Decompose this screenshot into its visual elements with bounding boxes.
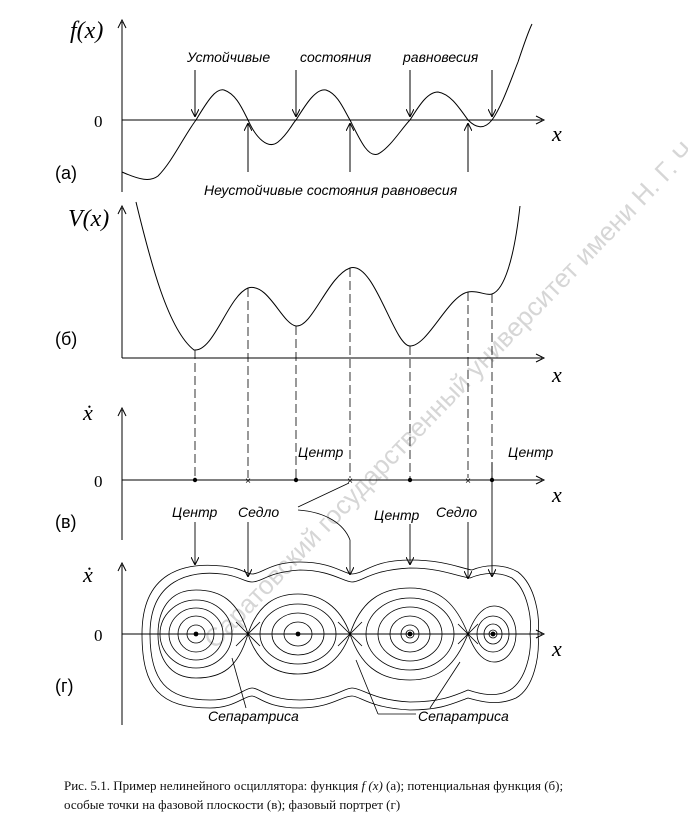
separatrix-label-1: Сепаратриса xyxy=(208,708,299,724)
panel-b-xlabel: x xyxy=(551,362,562,387)
well-1-orbit-2 xyxy=(168,607,224,661)
center-point-1 xyxy=(192,477,198,483)
panel-g-ylabel: ẋ xyxy=(82,562,93,587)
stable-label-word-3: равновесия xyxy=(402,49,479,65)
panel-v-xlabel: x xyxy=(551,482,562,507)
center-point-2 xyxy=(293,477,299,483)
saddle-label-1: Седло xyxy=(238,504,279,520)
saddle-pointer xyxy=(297,482,350,508)
phase-center-3 xyxy=(407,631,413,637)
well-4-orbit-3 xyxy=(488,629,498,639)
guide-lines xyxy=(194,268,493,478)
panel-g: ẋ 0 x (г) xyxy=(55,559,562,725)
saddle-cross-2 xyxy=(337,621,363,647)
well-2-orbit-1 xyxy=(259,603,337,665)
separatrix-loop xyxy=(157,587,517,681)
well-4-orbit-2 xyxy=(483,623,503,645)
well-3-orbit-1 xyxy=(365,597,455,671)
center-label-top-2: Центр xyxy=(508,444,553,460)
panel-b: V(x) x (б) xyxy=(55,201,562,387)
v-curve xyxy=(135,201,521,351)
saddle-cross-1 xyxy=(235,621,261,647)
stable-label-word-1: Устойчивые xyxy=(186,49,270,65)
caption-fx: f (x) xyxy=(361,778,383,793)
figure-caption: Рис. 5.1. Пример нелинейного осциллятора… xyxy=(64,776,664,814)
well-1-orbit-4 xyxy=(186,624,206,644)
well-2-orbit-2 xyxy=(271,612,325,656)
panel-v-to-g-arrows xyxy=(195,462,492,578)
center-label-bottom-1: Центр xyxy=(172,504,217,520)
saddle-cross-3 xyxy=(457,623,479,645)
well-3-orbit-2 xyxy=(377,606,443,662)
caption-suffix: (а); потенциальная функция (б); xyxy=(386,778,564,793)
svg-text:Саратовский государственный ун: Саратовский государственный университет … xyxy=(198,11,688,654)
oscillator-figure: Саратовский государственный университет … xyxy=(55,11,688,725)
saddle-pointer-down xyxy=(297,509,350,574)
panel-g-xlabel: x xyxy=(551,636,562,661)
phase-center-2 xyxy=(295,631,301,637)
watermark: Саратовский государственный университет … xyxy=(198,11,688,654)
well-1-orbit-3 xyxy=(177,615,215,653)
panel-g-letter: (г) xyxy=(55,676,74,696)
f-curve xyxy=(121,23,533,180)
saddle-label-2: Седло xyxy=(436,504,477,520)
saddle-point-2: × xyxy=(347,476,353,487)
panel-a-ylabel: f(x) xyxy=(70,18,103,44)
phase-center-4 xyxy=(490,631,496,637)
panel-a-zero: 0 xyxy=(94,112,103,131)
center-label-top-1: Центр xyxy=(298,444,343,460)
phase-portrait xyxy=(141,559,539,711)
unstable-label: Неустойчивые состояния равновесия xyxy=(204,182,458,198)
panel-v: ẋ 0 x (в) × × × Центр Центр Центр Седло … xyxy=(55,400,562,574)
phase-center-1 xyxy=(193,631,199,637)
well-3-orbit-5 xyxy=(405,629,415,639)
separatrix-pointer-1 xyxy=(231,657,247,709)
well-1-orbit-1 xyxy=(159,599,233,669)
panel-v-ylabel: ẋ xyxy=(82,400,93,425)
well-3-orbit-3 xyxy=(389,615,431,653)
well-4-orbit-1 xyxy=(476,615,510,653)
panel-a-xlabel: x xyxy=(551,121,562,146)
center-label-bottom-2: Центр xyxy=(374,507,419,523)
separatrix-pointer-3 xyxy=(355,659,379,715)
saddle-point-1: × xyxy=(245,476,251,487)
well-2-orbit-3 xyxy=(283,621,313,647)
separatrix-pointer-4 xyxy=(429,661,461,709)
panel-v-zero: 0 xyxy=(94,472,103,491)
center-point-3 xyxy=(407,477,413,483)
caption-prefix: Рис. 5.1. Пример нелинейного осциллятора… xyxy=(64,778,359,793)
saddle-point-3: × xyxy=(465,476,471,487)
outer-orbit-1 xyxy=(149,567,531,703)
panel-b-ylabel: V(x) xyxy=(68,206,109,232)
separatrix-label-2: Сепаратриса xyxy=(418,708,509,724)
panel-b-letter: (б) xyxy=(55,329,77,349)
stable-label-word-2: состояния xyxy=(300,49,372,65)
panel-g-zero: 0 xyxy=(94,626,103,645)
panel-v-letter: (в) xyxy=(55,512,77,532)
outer-orbit-2 xyxy=(141,559,539,711)
caption-line2: особые точки на фазовой плоскости (в); ф… xyxy=(64,797,401,812)
panel-a: f(x) 0 x (а) Устойчивые состояния равнов… xyxy=(55,18,562,198)
well-3-orbit-4 xyxy=(400,624,420,644)
panel-a-letter: (а) xyxy=(55,163,77,183)
